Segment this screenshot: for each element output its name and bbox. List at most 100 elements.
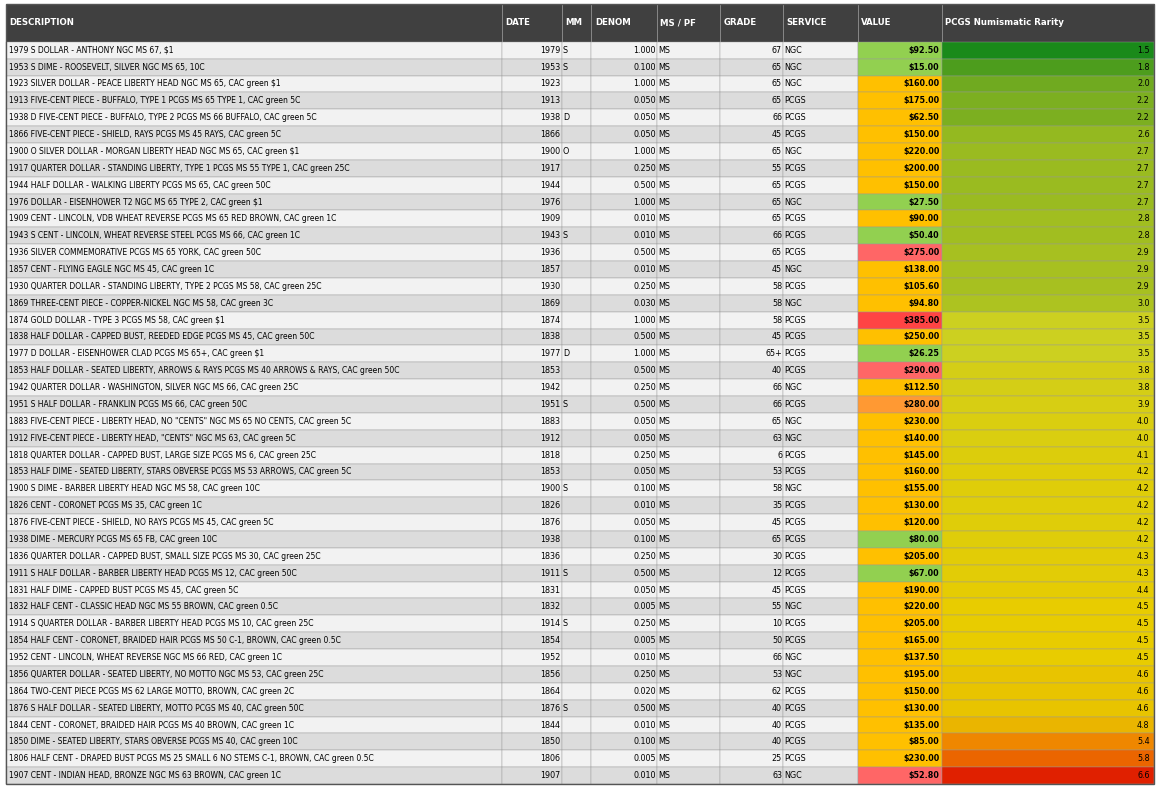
- Text: O: O: [563, 147, 570, 156]
- Text: 0.005: 0.005: [633, 754, 655, 764]
- FancyBboxPatch shape: [858, 716, 942, 734]
- Text: 1857 CENT - FLYING EAGLE NGC MS 45, CAC green 1C: 1857 CENT - FLYING EAGLE NGC MS 45, CAC …: [8, 265, 213, 274]
- Text: $85.00: $85.00: [908, 738, 940, 746]
- FancyBboxPatch shape: [783, 632, 858, 649]
- Text: 0.050: 0.050: [633, 518, 655, 527]
- FancyBboxPatch shape: [720, 666, 783, 683]
- FancyBboxPatch shape: [858, 177, 942, 194]
- Text: 66: 66: [773, 113, 782, 122]
- FancyBboxPatch shape: [720, 548, 783, 565]
- FancyBboxPatch shape: [942, 210, 1154, 227]
- Text: NGC: NGC: [784, 602, 803, 611]
- FancyBboxPatch shape: [561, 734, 592, 750]
- FancyBboxPatch shape: [6, 329, 502, 345]
- Text: 4.2: 4.2: [1137, 518, 1150, 527]
- Text: 58: 58: [773, 299, 782, 308]
- Text: 1836 QUARTER DOLLAR - CAPPED BUST, SMALL SIZE PCGS MS 30, CAC green 25C: 1836 QUARTER DOLLAR - CAPPED BUST, SMALL…: [8, 552, 320, 561]
- FancyBboxPatch shape: [720, 58, 783, 76]
- Text: 1976: 1976: [541, 198, 560, 206]
- Text: 53: 53: [773, 670, 782, 679]
- FancyBboxPatch shape: [942, 447, 1154, 463]
- Text: 0.500: 0.500: [633, 366, 655, 375]
- FancyBboxPatch shape: [783, 143, 858, 160]
- FancyBboxPatch shape: [657, 295, 720, 312]
- Text: 4.2: 4.2: [1137, 501, 1150, 510]
- Text: MS: MS: [658, 754, 670, 764]
- FancyBboxPatch shape: [720, 295, 783, 312]
- Text: S: S: [563, 619, 568, 628]
- Text: PCGS: PCGS: [784, 501, 806, 510]
- FancyBboxPatch shape: [858, 481, 942, 497]
- Text: 1838 HALF DOLLAR - CAPPED BUST, REEDED EDGE PCGS MS 45, CAC green 50C: 1838 HALF DOLLAR - CAPPED BUST, REEDED E…: [8, 333, 314, 341]
- FancyBboxPatch shape: [942, 312, 1154, 329]
- Text: 50: 50: [773, 636, 782, 645]
- Text: $27.50: $27.50: [908, 198, 940, 206]
- FancyBboxPatch shape: [502, 599, 561, 615]
- FancyBboxPatch shape: [592, 160, 657, 177]
- Text: PCGS: PCGS: [784, 585, 806, 595]
- FancyBboxPatch shape: [657, 362, 720, 379]
- Text: NGC: NGC: [784, 198, 803, 206]
- FancyBboxPatch shape: [858, 615, 942, 632]
- FancyBboxPatch shape: [502, 379, 561, 396]
- Text: $80.00: $80.00: [908, 535, 940, 544]
- FancyBboxPatch shape: [942, 177, 1154, 194]
- FancyBboxPatch shape: [561, 261, 592, 278]
- FancyBboxPatch shape: [502, 463, 561, 481]
- Text: $205.00: $205.00: [904, 552, 940, 561]
- Text: 0.100: 0.100: [633, 738, 655, 746]
- FancyBboxPatch shape: [502, 649, 561, 666]
- Text: NGC: NGC: [784, 147, 803, 156]
- Text: 1854 HALF CENT - CORONET, BRAIDED HAIR PCGS MS 50 C-1, BROWN, CAC green 0.5C: 1854 HALF CENT - CORONET, BRAIDED HAIR P…: [8, 636, 341, 645]
- FancyBboxPatch shape: [657, 160, 720, 177]
- FancyBboxPatch shape: [592, 312, 657, 329]
- FancyBboxPatch shape: [502, 481, 561, 497]
- Text: 0.050: 0.050: [633, 130, 655, 139]
- Text: PCGS: PCGS: [784, 636, 806, 645]
- FancyBboxPatch shape: [561, 160, 592, 177]
- FancyBboxPatch shape: [720, 312, 783, 329]
- Text: D: D: [563, 349, 568, 359]
- Text: $230.00: $230.00: [904, 754, 940, 764]
- Text: PCGS: PCGS: [784, 569, 806, 578]
- Text: 65: 65: [773, 214, 782, 224]
- FancyBboxPatch shape: [6, 261, 502, 278]
- Text: $145.00: $145.00: [904, 451, 940, 459]
- FancyBboxPatch shape: [561, 683, 592, 700]
- Text: 0.500: 0.500: [633, 704, 655, 712]
- FancyBboxPatch shape: [592, 194, 657, 210]
- FancyBboxPatch shape: [502, 143, 561, 160]
- FancyBboxPatch shape: [858, 632, 942, 649]
- FancyBboxPatch shape: [942, 649, 1154, 666]
- FancyBboxPatch shape: [783, 548, 858, 565]
- Text: 0.100: 0.100: [633, 535, 655, 544]
- Text: 1923 SILVER DOLLAR - PEACE LIBERTY HEAD NGC MS 65, CAC green $1: 1923 SILVER DOLLAR - PEACE LIBERTY HEAD …: [8, 80, 281, 88]
- Text: MS: MS: [658, 585, 670, 595]
- FancyBboxPatch shape: [720, 194, 783, 210]
- FancyBboxPatch shape: [783, 716, 858, 734]
- FancyBboxPatch shape: [502, 92, 561, 110]
- Text: 1912 FIVE-CENT PIECE - LIBERTY HEAD, "CENTS" NGC MS 63, CAC green 5C: 1912 FIVE-CENT PIECE - LIBERTY HEAD, "CE…: [8, 433, 296, 443]
- FancyBboxPatch shape: [502, 683, 561, 700]
- Text: 1.000: 1.000: [633, 80, 655, 88]
- Text: 1832: 1832: [541, 602, 560, 611]
- Text: D: D: [563, 113, 568, 122]
- Text: 2.6: 2.6: [1137, 130, 1150, 139]
- FancyBboxPatch shape: [942, 683, 1154, 700]
- FancyBboxPatch shape: [657, 548, 720, 565]
- FancyBboxPatch shape: [561, 227, 592, 244]
- FancyBboxPatch shape: [783, 210, 858, 227]
- Text: NGC: NGC: [784, 383, 803, 392]
- Text: 67: 67: [773, 46, 782, 54]
- FancyBboxPatch shape: [720, 768, 783, 784]
- Text: $220.00: $220.00: [902, 147, 940, 156]
- Text: MS: MS: [658, 501, 670, 510]
- FancyBboxPatch shape: [6, 143, 502, 160]
- FancyBboxPatch shape: [657, 666, 720, 683]
- Text: 0.050: 0.050: [633, 96, 655, 106]
- Text: 4.3: 4.3: [1137, 552, 1150, 561]
- Text: 0.500: 0.500: [633, 180, 655, 190]
- FancyBboxPatch shape: [502, 126, 561, 143]
- FancyBboxPatch shape: [561, 582, 592, 599]
- Text: 4.8: 4.8: [1137, 720, 1150, 730]
